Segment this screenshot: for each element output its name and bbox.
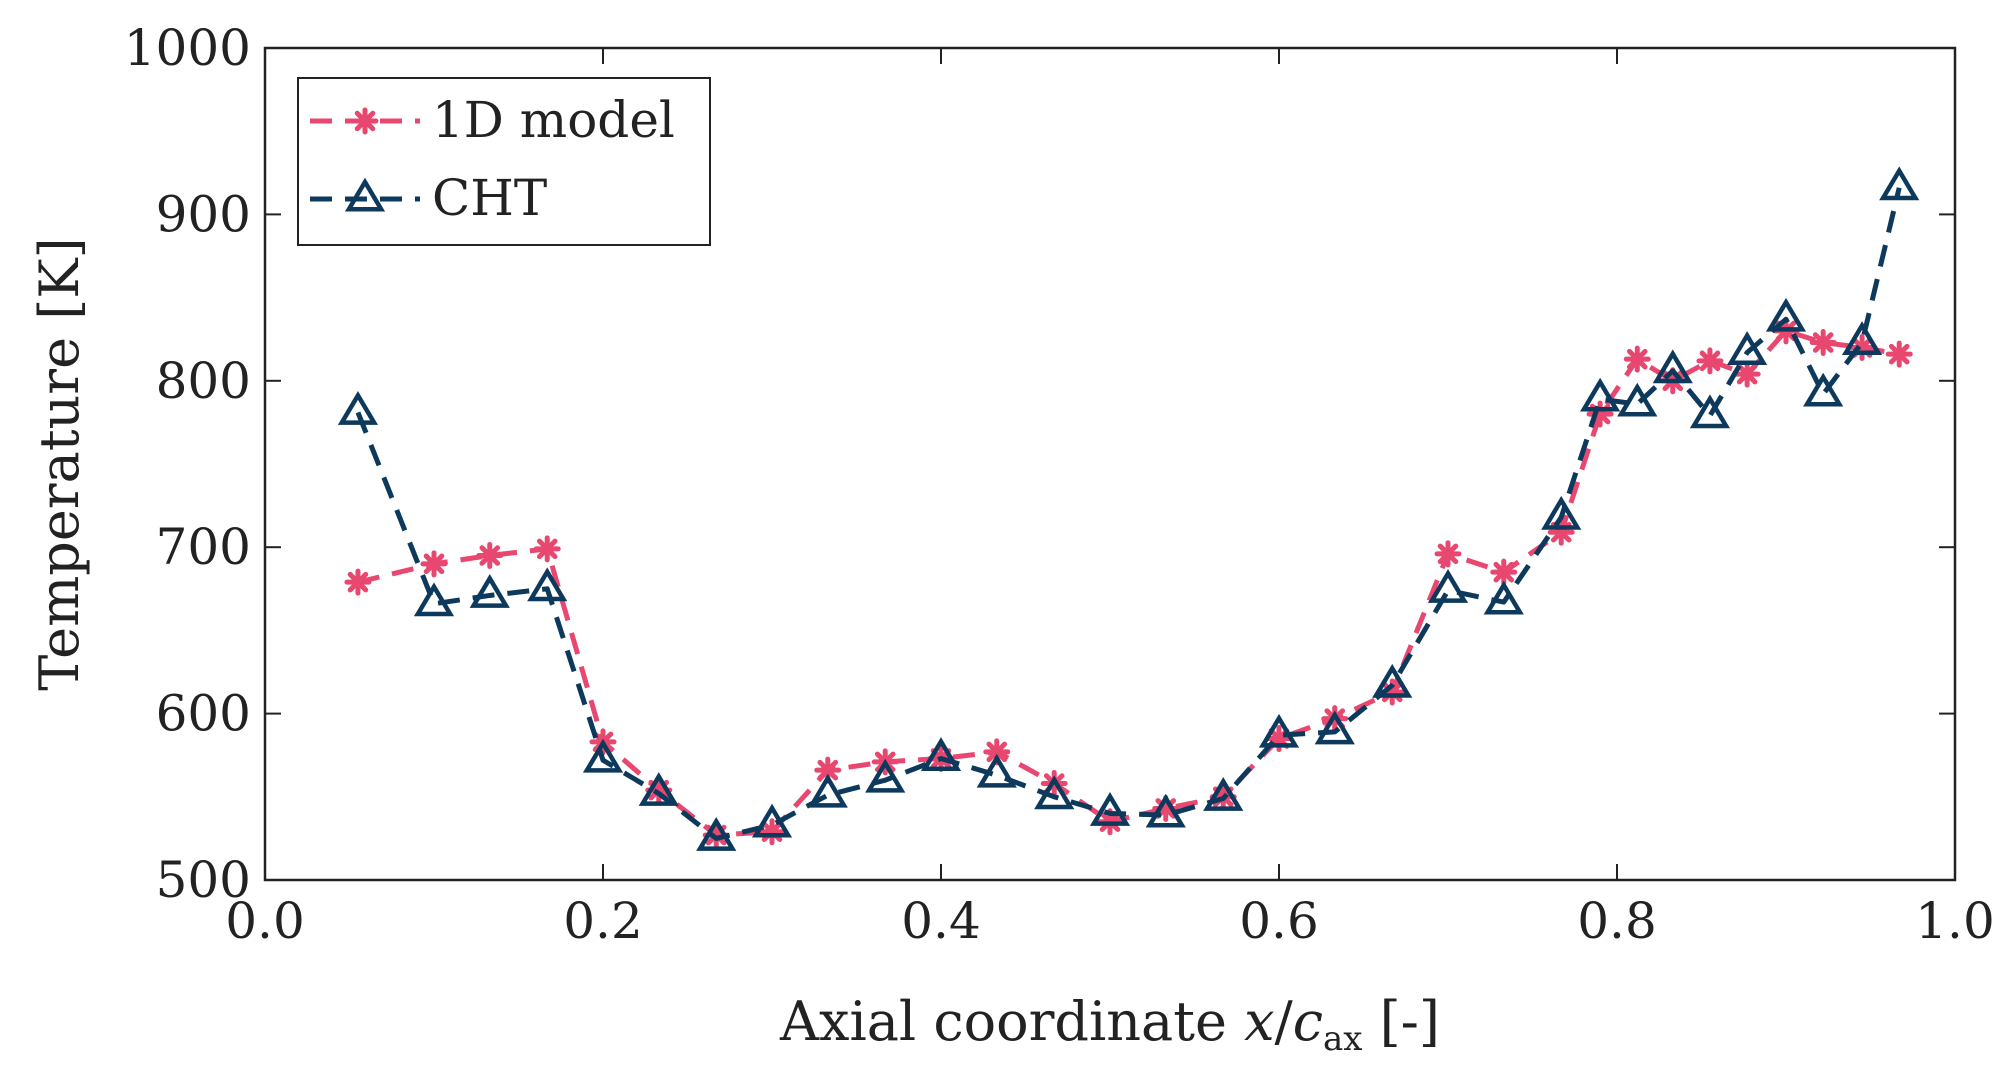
data-point-cht xyxy=(1727,331,1768,365)
asterisk-stroke xyxy=(1736,363,1758,385)
data-point-1d-model xyxy=(533,535,561,563)
asterisk-stroke xyxy=(479,545,501,566)
data-point-1d-model xyxy=(1623,345,1651,373)
legend: 1D model CHT xyxy=(297,77,711,246)
data-point-cht xyxy=(1879,166,1920,201)
ticks-layer: 0.0 0.2 0.4 0.6 0.8 1.0 500 600 700 800 900 1000 xyxy=(124,19,1995,950)
data-point-cht xyxy=(1427,569,1469,603)
x-axis-title-suffix: [-] xyxy=(1362,990,1440,1053)
data-point-1d-model xyxy=(1885,340,1913,368)
data-point-1d-model xyxy=(1696,347,1724,375)
asterisk-stroke xyxy=(986,741,1008,763)
data-point-cht xyxy=(920,737,962,771)
asterisk-stroke xyxy=(423,553,445,575)
data-point-cht xyxy=(1652,349,1693,384)
legend-box xyxy=(297,77,711,246)
x-axis-title-prefix: Axial coordinate xyxy=(779,990,1244,1053)
data-point-cht xyxy=(1258,713,1300,748)
data-point-1d-model xyxy=(1434,540,1462,568)
data-point-1d-model xyxy=(420,550,448,578)
x-tick-label: 0.0 xyxy=(225,892,305,950)
data-point-cht xyxy=(976,753,1017,788)
data-point-cht xyxy=(1689,394,1731,429)
data-point-cht xyxy=(469,574,510,608)
x-axis-title-c: c xyxy=(1293,990,1323,1053)
legend-label-1d-model: 1D model xyxy=(432,91,675,149)
data-point-cht xyxy=(1483,580,1524,615)
y-tick-label: 600 xyxy=(156,685,251,743)
data-point-cht xyxy=(527,567,568,602)
x-tick-label: 1.0 xyxy=(1915,892,1995,950)
data-point-cht xyxy=(696,816,737,851)
data-point-cht xyxy=(1034,775,1075,810)
data-point-cht xyxy=(337,391,379,425)
y-tick-label: 900 xyxy=(156,185,251,243)
data-point-cht xyxy=(807,773,848,808)
asterisk-stroke xyxy=(1493,561,1515,583)
data-point-cht xyxy=(1579,377,1621,412)
data-point-cht xyxy=(1765,297,1807,332)
asterisk-stroke xyxy=(1627,348,1648,370)
asterisk-stroke xyxy=(1888,343,1910,365)
data-point-cht xyxy=(1541,495,1582,530)
legend-marker-cht xyxy=(344,177,386,212)
data-point-1d-model xyxy=(476,542,504,570)
data-point-cht xyxy=(751,803,793,838)
y-axis-title: Temperature [K] xyxy=(28,237,91,690)
data-point-cht xyxy=(1145,793,1186,828)
x-axis-title-slash: / xyxy=(1275,990,1294,1053)
y-tick-label: 800 xyxy=(156,352,251,410)
data-point-cht xyxy=(1089,792,1131,826)
data-point-cht xyxy=(1617,382,1658,417)
asterisk-stroke xyxy=(347,571,369,593)
x-axis-title: Axial coordinate x/cax [-] xyxy=(779,990,1440,1059)
legend-marker-shape xyxy=(344,177,386,212)
data-point-1d-model xyxy=(1733,360,1761,388)
series-line-cht xyxy=(355,187,1902,841)
series-layer xyxy=(337,166,1920,851)
data-point-1d-model xyxy=(814,756,842,784)
x-tick-label: 0.6 xyxy=(1239,892,1319,950)
y-tick-label: 700 xyxy=(156,518,251,576)
data-point-cht xyxy=(1203,777,1244,811)
asterisk-stroke xyxy=(817,759,839,781)
data-point-cht xyxy=(1841,321,1883,355)
data-point-1d-model xyxy=(1490,558,1518,586)
legend-marker-1d-model xyxy=(351,107,379,135)
data-point-1d-model xyxy=(1547,518,1575,546)
data-point-cht xyxy=(582,738,624,773)
data-point-cht xyxy=(865,758,906,793)
asterisk-stroke xyxy=(536,538,558,560)
asterisk-stroke xyxy=(1437,543,1459,565)
y-tick-label: 1000 xyxy=(124,19,251,77)
legend-marker-shape xyxy=(351,107,379,135)
data-point-1d-model xyxy=(1809,329,1837,357)
asterisk-stroke xyxy=(354,110,376,132)
asterisk-stroke xyxy=(1812,332,1834,353)
x-tick-label: 0.8 xyxy=(1577,892,1657,950)
x-axis-title-var: x xyxy=(1244,990,1274,1053)
x-tick-label: 0.4 xyxy=(901,892,981,950)
data-point-cht xyxy=(413,582,455,617)
y-tick-label: 500 xyxy=(156,851,251,909)
legend-label-cht: CHT xyxy=(432,169,547,227)
asterisk-stroke xyxy=(1699,350,1721,372)
data-point-cht xyxy=(638,772,679,806)
data-point-1d-model xyxy=(344,568,372,596)
data-point-cht xyxy=(1314,710,1355,745)
data-point-cht xyxy=(1803,372,1844,407)
x-axis-title-sub: ax xyxy=(1323,1019,1362,1059)
data-point-cht xyxy=(1372,663,1413,698)
x-tick-label: 0.2 xyxy=(563,892,643,950)
